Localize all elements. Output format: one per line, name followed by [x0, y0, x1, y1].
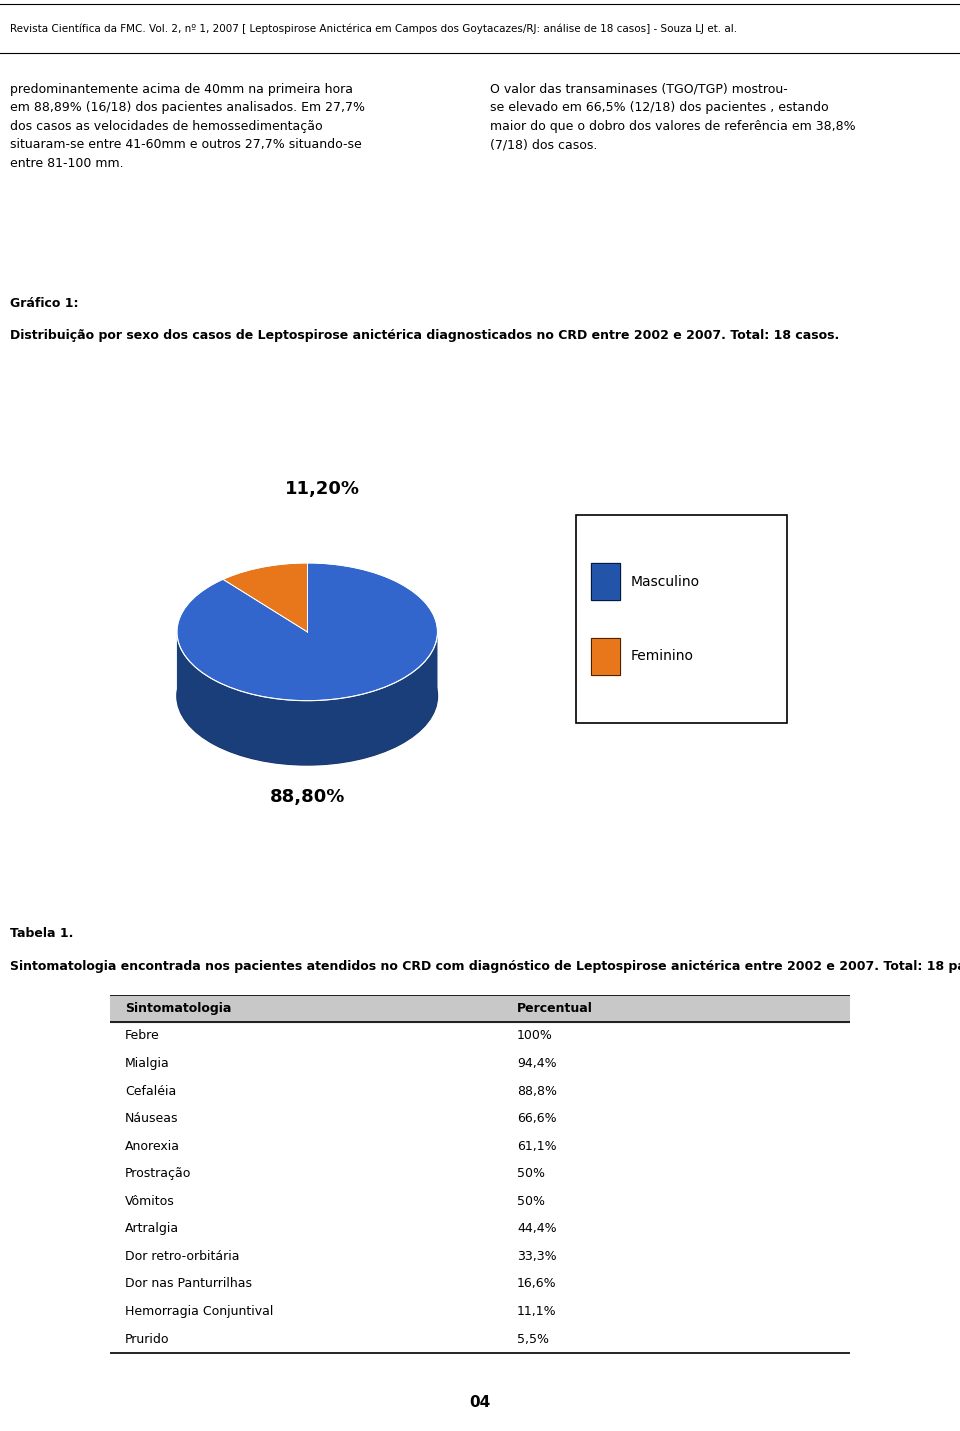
Bar — [590, 562, 620, 600]
Polygon shape — [177, 562, 438, 701]
Text: 11,1%: 11,1% — [516, 1305, 557, 1318]
Text: Gráfico 1:: Gráfico 1: — [10, 298, 78, 311]
Polygon shape — [223, 562, 307, 633]
Text: Percentual: Percentual — [516, 1002, 593, 1015]
Text: Náuseas: Náuseas — [125, 1112, 179, 1125]
Text: 66,6%: 66,6% — [516, 1112, 557, 1125]
Text: 88,8%: 88,8% — [516, 1085, 557, 1098]
Text: Tabela 1.: Tabela 1. — [10, 927, 73, 940]
Text: 100%: 100% — [516, 1029, 553, 1042]
Text: 33,3%: 33,3% — [516, 1249, 557, 1264]
Text: 44,4%: 44,4% — [516, 1222, 557, 1235]
Text: 88,80%: 88,80% — [270, 788, 345, 806]
Text: Vômitos: Vômitos — [125, 1195, 175, 1208]
Bar — [590, 638, 620, 675]
Text: Anorexia: Anorexia — [125, 1139, 180, 1152]
Text: Sintomatologia: Sintomatologia — [125, 1002, 231, 1015]
Polygon shape — [177, 631, 438, 766]
Text: Prurido: Prurido — [125, 1332, 170, 1345]
Text: Febre: Febre — [125, 1029, 160, 1042]
Text: Dor nas Panturrilhas: Dor nas Panturrilhas — [125, 1278, 252, 1291]
Text: 5,5%: 5,5% — [516, 1332, 549, 1345]
Text: 04: 04 — [469, 1395, 491, 1410]
Text: 61,1%: 61,1% — [516, 1139, 557, 1152]
Bar — [590, 562, 620, 600]
Text: Feminino: Feminino — [631, 650, 694, 663]
Text: 94,4%: 94,4% — [516, 1058, 557, 1070]
Text: 50%: 50% — [516, 1195, 545, 1208]
Text: Mialgia: Mialgia — [125, 1058, 170, 1070]
Bar — [590, 638, 620, 675]
Text: 11,20%: 11,20% — [285, 481, 360, 498]
Text: Sintomatologia encontrada nos pacientes atendidos no CRD com diagnóstico de Lept: Sintomatologia encontrada nos pacientes … — [10, 960, 960, 973]
Text: Prostração: Prostração — [125, 1168, 192, 1181]
Text: Cefaléia: Cefaléia — [125, 1085, 177, 1098]
Text: Masculino: Masculino — [631, 575, 700, 588]
Ellipse shape — [177, 627, 438, 766]
Text: Artralgia: Artralgia — [125, 1222, 180, 1235]
Bar — [110, 995, 850, 1022]
Text: Dor retro-orbitária: Dor retro-orbitária — [125, 1249, 240, 1264]
Text: Distribuição por sexo dos casos de Leptospirose anictérica diagnosticados no CRD: Distribuição por sexo dos casos de Lepto… — [10, 329, 839, 342]
Text: Revista Científica da FMC. Vol. 2, nº 1, 2007 [ Leptospirose Anictérica em Campo: Revista Científica da FMC. Vol. 2, nº 1,… — [10, 23, 736, 34]
Text: 50%: 50% — [516, 1168, 545, 1181]
Text: 16,6%: 16,6% — [516, 1278, 557, 1291]
Text: Hemorragia Conjuntival: Hemorragia Conjuntival — [125, 1305, 274, 1318]
Text: O valor das transaminases (TGO/TGP) mostrou-
se elevado em 66,5% (12/18) dos pac: O valor das transaminases (TGO/TGP) most… — [490, 83, 855, 152]
Text: predominantemente acima de 40mm na primeira hora
em 88,89% (16/18) dos pacientes: predominantemente acima de 40mm na prime… — [10, 83, 365, 170]
